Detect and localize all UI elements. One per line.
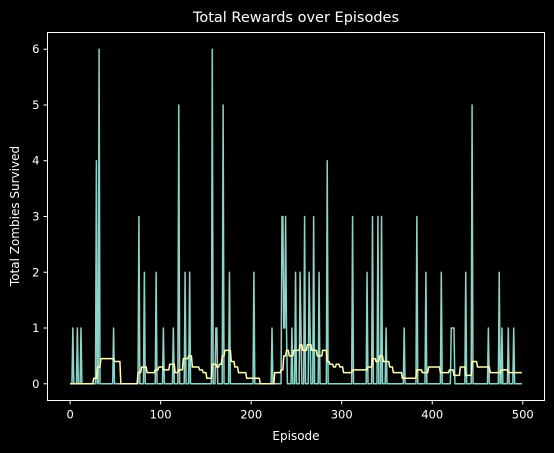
series-layer bbox=[70, 48, 522, 385]
y-tick-label: 0 bbox=[32, 377, 39, 391]
y-tick-label: 5 bbox=[32, 98, 39, 112]
y-axis-label: Total Zombies Survived bbox=[8, 146, 22, 287]
x-axis-label: Episode bbox=[272, 429, 319, 443]
series-line-2 bbox=[70, 343, 522, 385]
chart-title: Total Rewards over Episodes bbox=[192, 10, 399, 26]
x-axis: 0 100 200 300 400 500 bbox=[66, 400, 534, 422]
y-tick-label: 4 bbox=[32, 154, 39, 168]
x-tick-label: 300 bbox=[331, 408, 353, 422]
y-tick-label: 6 bbox=[32, 42, 39, 56]
y-tick-label: 1 bbox=[32, 321, 39, 335]
x-tick-label: 100 bbox=[150, 408, 172, 422]
x-tick-label: 0 bbox=[66, 408, 73, 422]
y-tick-label: 2 bbox=[32, 265, 39, 279]
x-tick-label: 500 bbox=[512, 408, 534, 422]
y-axis: 0 1 2 3 4 5 6 bbox=[32, 42, 48, 391]
y-tick-label: 3 bbox=[32, 210, 39, 224]
x-tick-label: 200 bbox=[240, 408, 262, 422]
x-tick-label: 400 bbox=[421, 408, 443, 422]
series-line-1 bbox=[70, 48, 522, 385]
